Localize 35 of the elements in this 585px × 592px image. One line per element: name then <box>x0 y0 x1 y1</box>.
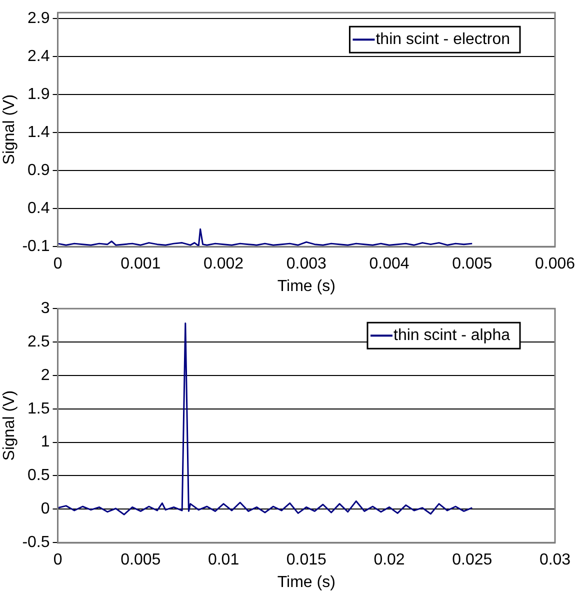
y-tick-label: 0 <box>40 500 50 518</box>
y-axis-title: Signal (V) <box>1 390 18 461</box>
x-tick-label: 0.001 <box>120 256 161 273</box>
y-tick-label: 0.9 <box>28 162 50 180</box>
x-axis-title: Time (s) <box>277 574 336 591</box>
y-tick-label: -0.1 <box>22 238 50 256</box>
y-tick-label: 1.4 <box>28 124 50 142</box>
x-tick-label: 0.025 <box>452 552 492 569</box>
x-tick-label: 0.004 <box>369 256 410 273</box>
x-tick-label: 0.002 <box>203 256 244 273</box>
x-tick-label: 0.005 <box>452 256 492 273</box>
y-tick-label: 3 <box>40 300 50 318</box>
y-tick-label: 2.9 <box>28 10 50 28</box>
x-tick-label: 0 <box>53 552 62 569</box>
x-tick-label: 0.005 <box>120 552 161 569</box>
y-tick-label: 1.5 <box>28 400 50 418</box>
y-tick-label: 0.5 <box>28 467 50 484</box>
y-tick-label: 1 <box>40 434 50 451</box>
y-tick-label: 1.9 <box>28 86 50 104</box>
x-tick-label: 0.01 <box>208 552 240 569</box>
y-axis-title: Signal (V) <box>1 94 18 165</box>
legend-label: thin scint - alpha <box>393 327 510 344</box>
x-tick-label: 0.02 <box>374 552 405 569</box>
legend-label: thin scint - electron <box>376 31 510 48</box>
x-tick-label: 0 <box>53 256 62 273</box>
x-tick-label: 0.015 <box>286 552 326 569</box>
y-tick-label: 0.4 <box>28 200 50 218</box>
y-tick-label: 2.5 <box>28 333 50 350</box>
x-tick-label: 0.006 <box>534 256 576 273</box>
x-tick-label: 0.03 <box>539 552 571 569</box>
y-tick-label: 2 <box>40 366 50 384</box>
y-tick-label: -0.5 <box>22 534 50 552</box>
y-tick-label: 2.4 <box>28 48 50 66</box>
x-axis-title: Time (s) <box>277 278 336 295</box>
x-tick-label: 0.003 <box>286 256 326 273</box>
